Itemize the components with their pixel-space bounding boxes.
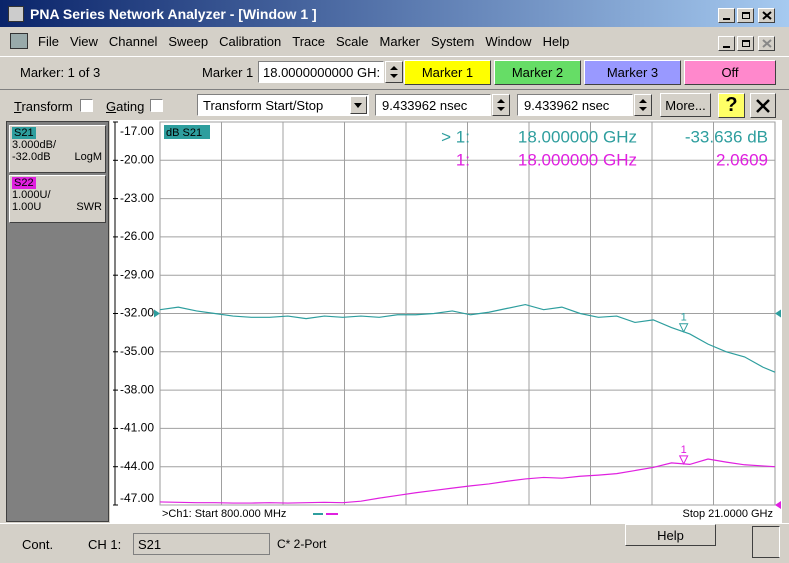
ref-arrow <box>775 501 781 509</box>
restore-button[interactable] <box>737 8 754 23</box>
trace-s21-scale: 3.000dB/ <box>12 139 57 151</box>
more-button[interactable]: More... <box>660 93 711 117</box>
menu-item[interactable]: Calibration <box>219 34 282 49</box>
ref-arrow <box>775 309 781 318</box>
trace-s22-format: SWR <box>76 201 102 213</box>
menu-item[interactable]: Trace <box>292 34 325 49</box>
stop-input[interactable]: 9.433962 nsec <box>517 94 633 116</box>
window-title: PNA Series Network Analyzer - [Window 1 … <box>30 6 317 22</box>
status-panel <box>752 526 780 558</box>
close-button[interactable] <box>758 8 775 23</box>
readout-value: 2.0609 <box>716 150 768 169</box>
marker-bar: Marker: 1 of 3 Marker 1 18.0000000000 GH… <box>0 56 789 88</box>
menu-bar: File View Channel Sweep Calibration Trace Scal… <box>0 27 789 55</box>
trace-s21-ref: -32.0dB <box>12 151 51 163</box>
marker-2-button[interactable]: Marker 2 <box>494 60 581 85</box>
y-tick-label: -23.00 <box>120 191 154 205</box>
plot: -17.00 -20.00 -23.00 -26.00 -29.00 -32.00 -35.… <box>110 120 782 523</box>
trace-s22-ref: 1.00U <box>12 201 42 213</box>
sweep-mode: Cont. <box>22 537 54 552</box>
readout-frequency: 18.000000 GHz <box>518 127 637 146</box>
marker-label: 1 <box>681 444 687 456</box>
marker-status: Marker: 1 of 3 <box>20 65 101 80</box>
gating-label: Gating <box>106 99 145 114</box>
stop-label: Stop 21.0000 GHz <box>682 508 773 520</box>
doc-icon <box>10 33 28 49</box>
y-tick-label: -17.00 <box>120 124 154 138</box>
status-bar: Cont. CH 1: S21 C* 2-Port Help <box>0 523 789 563</box>
trace-label-bg <box>164 125 210 139</box>
trace-s22-scale: 1.000U/ <box>12 189 51 201</box>
trace-s21-box[interactable]: S21 3.000dB/ -32.0dB LogM <box>9 125 106 173</box>
marker-triangle <box>678 455 689 466</box>
transform-mode-dropdown[interactable]: Transform Start/Stop <box>197 94 369 116</box>
readout-marker: 1: <box>456 150 470 169</box>
marker-1-button[interactable]: Marker 1 <box>404 60 491 85</box>
menu-item[interactable]: Channel <box>108 34 158 49</box>
start-input[interactable]: 9.433962 nsec <box>375 94 491 116</box>
marker-label: Marker 1 <box>202 65 254 80</box>
trace-label: dB S21 <box>166 127 202 139</box>
stop-spin[interactable] <box>634 94 652 116</box>
marker-input[interactable]: 18.0000000000 GH: <box>258 61 384 83</box>
dropdown-arrow[interactable] <box>350 96 367 114</box>
readout-frequency: 18.000000 GHz <box>518 150 637 169</box>
y-tick-label: -26.00 <box>120 229 154 243</box>
gating-checkbox[interactable] <box>150 99 163 112</box>
marker-off-button[interactable]: Off <box>684 60 776 85</box>
trace-panel: S21 3.000dB/ -32.0dB LogM S22 1.000U/ 1.… <box>6 121 109 522</box>
calibration-status: C* 2-Port <box>277 537 327 551</box>
menu-items: File View Channel Sweep Calibration Trace Scal… <box>38 34 580 49</box>
trace-line <box>159 303 776 373</box>
status-help-button[interactable]: Help <box>625 524 716 546</box>
y-tick-label: -41.00 <box>120 421 154 435</box>
trace-line <box>159 458 776 504</box>
readout-marker: > 1: <box>441 127 470 146</box>
channel-label: CH 1: <box>88 537 122 552</box>
menu-item[interactable]: Help <box>542 34 570 49</box>
y-tick-label: -38.00 <box>120 382 154 396</box>
marker-3-button[interactable]: Marker 3 <box>584 60 681 85</box>
close-toolbar-button[interactable] <box>750 93 776 118</box>
measurement-field: S21 <box>133 533 270 555</box>
menu-item[interactable]: File <box>38 34 59 49</box>
y-tick-label: -20.00 <box>120 152 154 166</box>
trace-s22-name: S22 <box>12 177 36 189</box>
trace-s21-format: LogM <box>74 151 102 163</box>
title-bar: PNA Series Network Analyzer - [Window 1 … <box>0 0 789 27</box>
menu-item[interactable]: System <box>430 34 475 49</box>
marker-spin[interactable] <box>385 61 403 83</box>
transform-label: Transform <box>14 99 73 114</box>
marker-label: 1 <box>681 312 687 324</box>
start-spin[interactable] <box>492 94 510 116</box>
marker-triangle <box>678 323 689 333</box>
transform-mode: Transform Start/Stop <box>203 98 324 113</box>
y-tick-label: -32.00 <box>120 306 154 320</box>
y-tick-label: -35.00 <box>120 344 154 358</box>
app-icon <box>8 6 24 22</box>
doc-restore[interactable] <box>737 36 754 51</box>
menu-item[interactable]: View <box>69 34 98 49</box>
y-tick-label: -29.00 <box>120 267 154 281</box>
readout-value: -33.636 dB <box>685 127 768 146</box>
trace-s22-box[interactable]: S22 1.000U/ 1.00U SWR <box>9 175 106 223</box>
transform-bar: Transform Gating Transform Start/Stop 9.… <box>0 89 789 120</box>
minimize-button[interactable] <box>718 8 735 23</box>
menu-item[interactable]: Sweep <box>168 34 209 49</box>
help-button[interactable]: ? <box>718 93 745 118</box>
y-tick-label: -47.00 <box>120 491 154 505</box>
doc-close[interactable] <box>758 36 775 51</box>
menu-item[interactable]: Marker <box>379 34 420 49</box>
y-tick-label: -44.00 <box>120 459 154 473</box>
ref-arrow <box>154 309 160 318</box>
trace-s21-name: S21 <box>12 127 36 139</box>
menu-item[interactable]: Scale <box>336 34 369 49</box>
doc-minimize[interactable] <box>718 36 735 51</box>
menu-item[interactable]: Window <box>485 34 532 49</box>
transform-checkbox[interactable] <box>80 99 93 112</box>
start-label: >Ch1: Start 800.000 MHz <box>162 508 286 520</box>
